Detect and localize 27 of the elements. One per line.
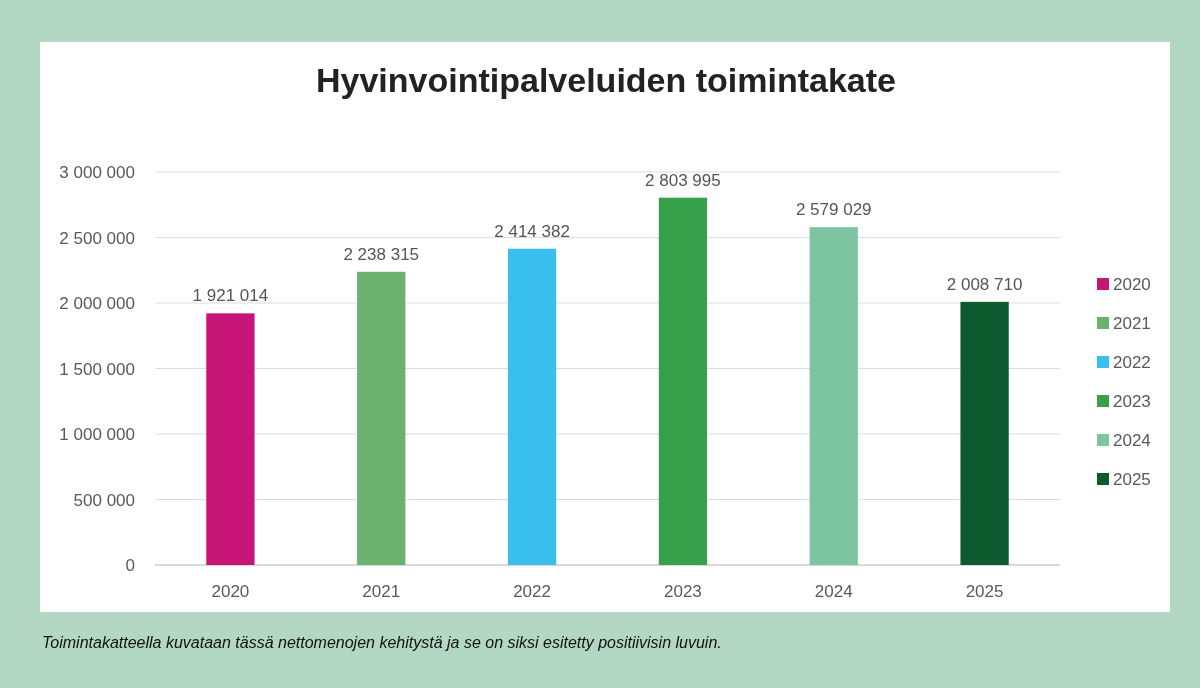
legend-label: 2024 [1113,431,1151,450]
data-label: 2 008 710 [946,274,1023,294]
x-tick-label: 2023 [664,582,702,601]
x-tick-label: 2024 [814,582,853,601]
y-tick-label: 0 [125,556,135,575]
data-label: 2 803 995 [645,170,721,190]
legend-label: 2022 [1113,353,1151,372]
x-tick-label: 2021 [362,582,401,601]
y-tick-label: 2 000 000 [59,294,135,313]
x-tick-label: 2025 [965,582,1004,601]
y-tick-label: 500 000 [73,490,135,510]
x-tick-label: 2020 [211,582,250,601]
chart-title: Hyvinvointipalveluiden toimintakate [315,61,897,99]
y-tick-label: 1 000 000 [59,425,135,444]
legend-label: 2021 [1113,314,1151,333]
data-label: 2 414 382 [494,221,570,241]
data-label: 2 579 029 [795,200,872,220]
y-tick-label: 1 500 000 [59,359,135,379]
x-tick-label: 2022 [513,582,551,601]
data-label: 1 921 014 [192,286,269,306]
y-tick-label: 3 000 000 [59,163,135,182]
text: Toimintakatteella kuvataan tässä nettomenojen kehitystä ja se on siksi esitetty positiivisin luvuin. [42,634,722,651]
legend-label: 2023 [1113,392,1151,411]
data-label: 2 238 315 [343,244,420,264]
legend-label: 2020 [1113,275,1151,294]
legend-label: 2025 [1113,470,1151,489]
y-tick-label: 2 500 000 [59,228,135,248]
